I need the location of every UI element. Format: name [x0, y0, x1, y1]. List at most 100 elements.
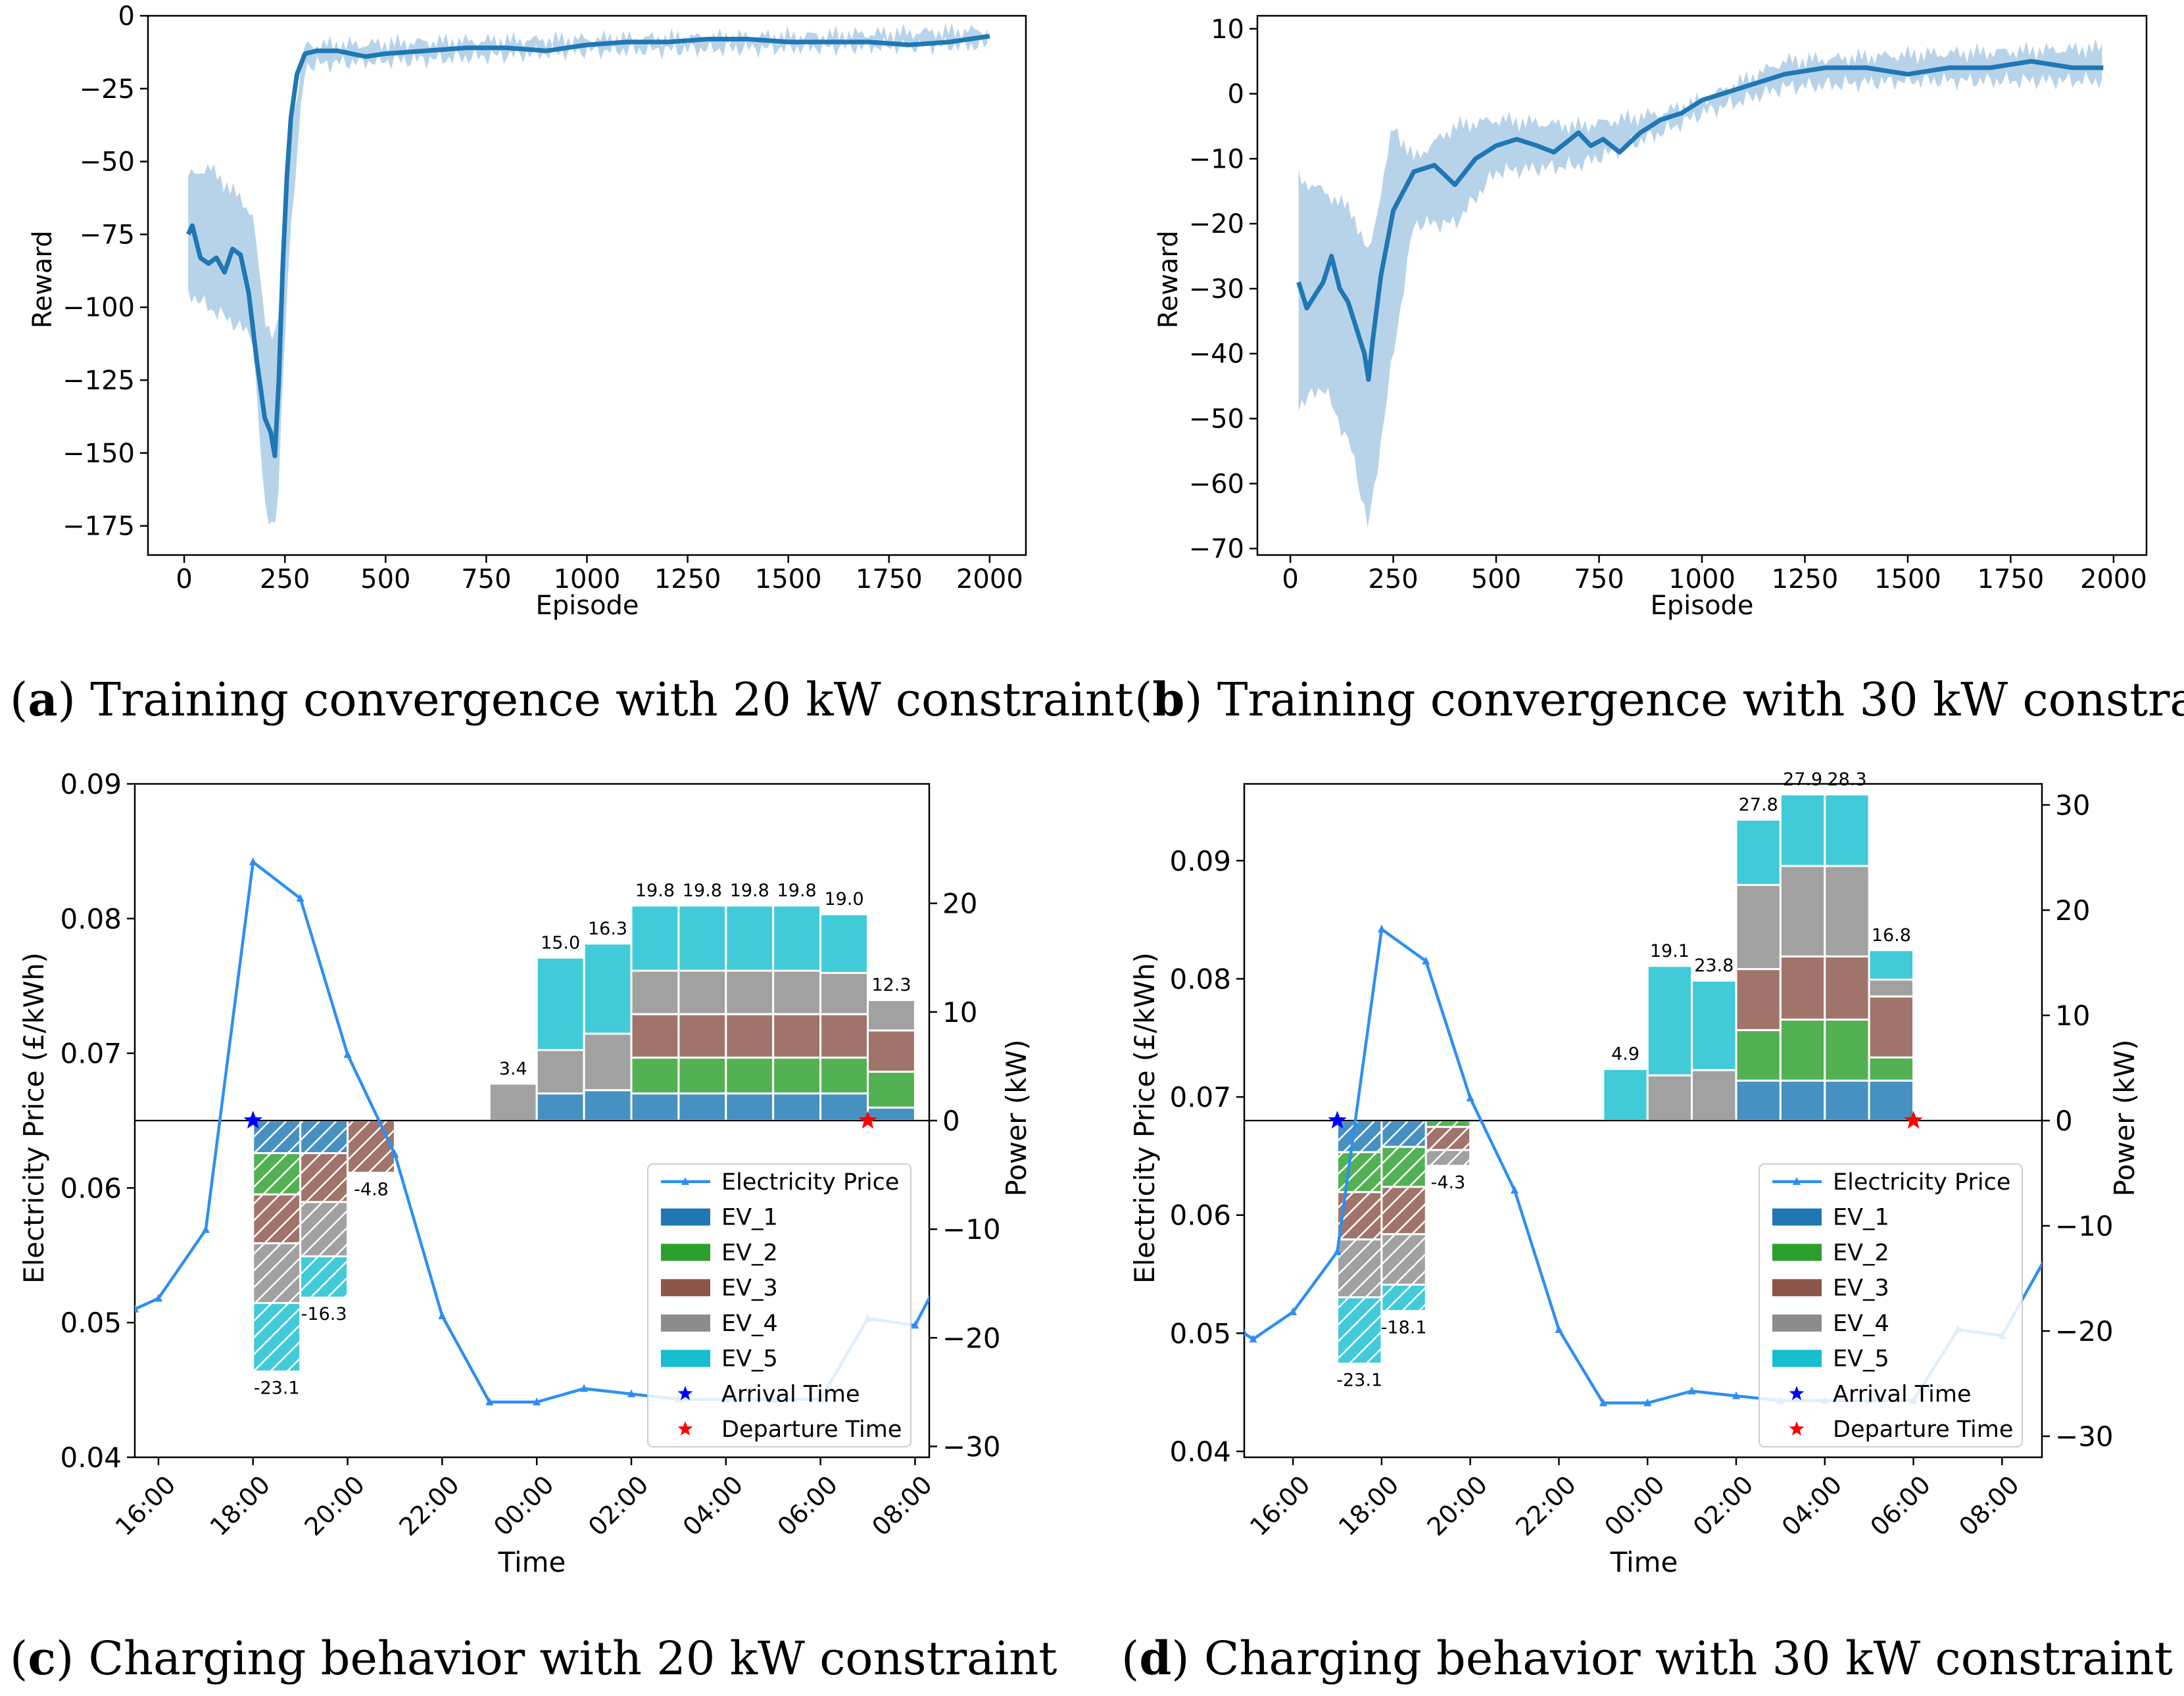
bar-total-labels: -23.1 -18.1 -4.3 4.9 19.123.8 27.827.9 28.3 16.… [1336, 769, 1911, 1391]
y-tick-label: −100 [62, 293, 135, 323]
y2-tick-label: 30 [2055, 789, 2090, 821]
bar-segment-ev_1 [1735, 1079, 1782, 1122]
reward-line [186, 34, 990, 458]
x-tick-label: 1000 [1668, 564, 1735, 594]
legend-label: EV_1 [1833, 1205, 1889, 1231]
price-marker [1377, 924, 1386, 933]
bar-total-label: -18.1 [1381, 1318, 1427, 1338]
bar-total-label: 16.3 [588, 919, 627, 939]
y-tick-label: −175 [62, 512, 135, 542]
arrival-departure-markers [243, 1111, 877, 1129]
legend: Electricity Price EV_1 EV_2 EV_3 EV_4 EV_5 Arr… [1759, 1163, 2023, 1447]
x-tick-label: 0 [1282, 564, 1298, 594]
y-tick-label: 0.04 [1169, 1436, 1231, 1468]
y-tick-label: −75 [80, 220, 135, 250]
bar-segment-ev_1 [630, 1092, 680, 1122]
left-y-axis-ticks: 0.09 0.08 0.07 0.06 0.05 0.04 [60, 768, 135, 1474]
legend-price-marker [1793, 1176, 1801, 1185]
y-tick-label: −40 [1189, 339, 1244, 370]
legend-label: EV_2 [1833, 1240, 1889, 1266]
price-marker [1333, 1247, 1342, 1255]
bar-segment-ev_5 [772, 904, 822, 972]
bar-hatch-ev_1 [300, 1121, 348, 1153]
ev-power-bars [252, 904, 916, 1373]
legend: Electricity Price EV_1 EV_2 EV_3 EV_4 EV_5 Arr… [647, 1163, 911, 1447]
bar-hatch-ev_5 [300, 1256, 348, 1298]
bar-segment-ev_5 [1824, 793, 1870, 867]
left-y-axis-label: Electricity Price (£/kWh) [1128, 952, 1161, 1284]
legend-label: EV_4 [1833, 1311, 1889, 1337]
bar-segment-ev_4 [819, 971, 869, 1015]
right-y-axis-label: Power (kW) [2108, 1040, 2141, 1197]
y-tick-label: 0.04 [60, 1442, 122, 1474]
price-marker [2043, 1252, 2051, 1260]
x-tick-label: 750 [1574, 564, 1624, 594]
legend-label: EV_4 [721, 1311, 778, 1337]
bar-segment-ev_1 [819, 1092, 869, 1122]
price-marker [135, 1304, 139, 1313]
bar-segment-ev_2 [677, 1056, 727, 1095]
legend-departure-star [1789, 1421, 1805, 1436]
bar-segment-ev_2 [1824, 1018, 1870, 1082]
bar-segment-ev_3 [677, 1013, 727, 1059]
y-axis-ticks: 10 0 −10 −20 −30 −40 −50 −60 −70 [1189, 14, 1257, 564]
y-tick-label: 0.06 [1169, 1199, 1231, 1232]
bar-segment-ev_5 [1691, 979, 1737, 1071]
price-marker [1422, 956, 1430, 965]
bar-hatch-ev_5 [1381, 1284, 1426, 1311]
legend-label: EV_5 [1833, 1346, 1889, 1372]
y-tick-label: 0.07 [60, 1038, 122, 1070]
legend-price-marker [681, 1176, 689, 1185]
y2-tick-label: 0 [2055, 1105, 2073, 1137]
bar-segment-ev_5 [677, 904, 727, 972]
price-marker [201, 1224, 210, 1233]
caption-letter: a [28, 672, 58, 727]
bar-hatch-ev_2 [253, 1153, 301, 1195]
x-axis-label: Episode [535, 591, 639, 621]
x-axis-label: Time [1610, 1546, 1678, 1578]
bar-segment-ev_5 [535, 956, 585, 1052]
bar-total-label: -23.1 [1336, 1370, 1382, 1391]
bar-hatch-ev_5 [1337, 1297, 1382, 1364]
bar-segment-ev_3 [1868, 995, 1915, 1059]
bar-hatch-ev_2 [1381, 1147, 1426, 1187]
y-tick-label: −125 [62, 366, 135, 396]
bar-segment-ev_1 [677, 1092, 727, 1122]
price-marker [627, 1389, 635, 1397]
legend-label: Arrival Time [1833, 1381, 1972, 1407]
bar-segment-ev_1 [772, 1092, 822, 1122]
y-tick-label: −30 [1189, 274, 1244, 304]
bar-segment-ev_1 [583, 1089, 633, 1122]
plot-frame [147, 14, 1027, 556]
bar-segment-ev_3 [867, 1029, 916, 1073]
bar-segment-ev_2 [819, 1056, 869, 1095]
price-marker [154, 1294, 162, 1302]
price-marker [1643, 1398, 1652, 1407]
x-tick-label: 00:00 [1599, 1470, 1670, 1541]
y-tick-label: 0.09 [60, 768, 122, 800]
price-marker [485, 1397, 494, 1406]
bar-segment-ev_5 [630, 904, 680, 972]
ev-power-bars [1336, 793, 1915, 1365]
price-marker [296, 894, 304, 902]
bar-total-label: 27.8 [1739, 794, 1778, 815]
legend-label: Departure Time [1833, 1417, 2013, 1443]
x-tick-label: 06:00 [1865, 1470, 1937, 1541]
y2-tick-label: −10 [942, 1213, 1001, 1246]
bar-hatch-ev_3 [1381, 1186, 1426, 1234]
price-marker [1466, 1093, 1474, 1102]
bar-segment-ev_3 [1824, 955, 1870, 1021]
bar-segment-ev_4 [583, 1032, 633, 1092]
legend-label: EV_1 [721, 1205, 778, 1231]
x-tick-label: 04:00 [677, 1470, 749, 1541]
y2-tick-label: 10 [942, 996, 977, 1029]
bar-segment-ev_5 [1646, 965, 1693, 1077]
y-axis-ticks: 0 −25 −50 −75 −100 −125 −150 −175 [62, 1, 148, 542]
right-y-axis-ticks: 20 10 0 −10 −20 −30 [929, 888, 1001, 1463]
price-marker [1249, 1334, 1257, 1343]
bar-hatch-ev_1 [1337, 1121, 1382, 1152]
right-y-axis-ticks: 30 20 10 0 −10 −20 −30 [2042, 789, 2114, 1453]
legend-swatch-ev_3 [661, 1279, 710, 1297]
x-tick-label: 08:00 [866, 1470, 938, 1541]
y-tick-label: 10 [1211, 14, 1244, 45]
